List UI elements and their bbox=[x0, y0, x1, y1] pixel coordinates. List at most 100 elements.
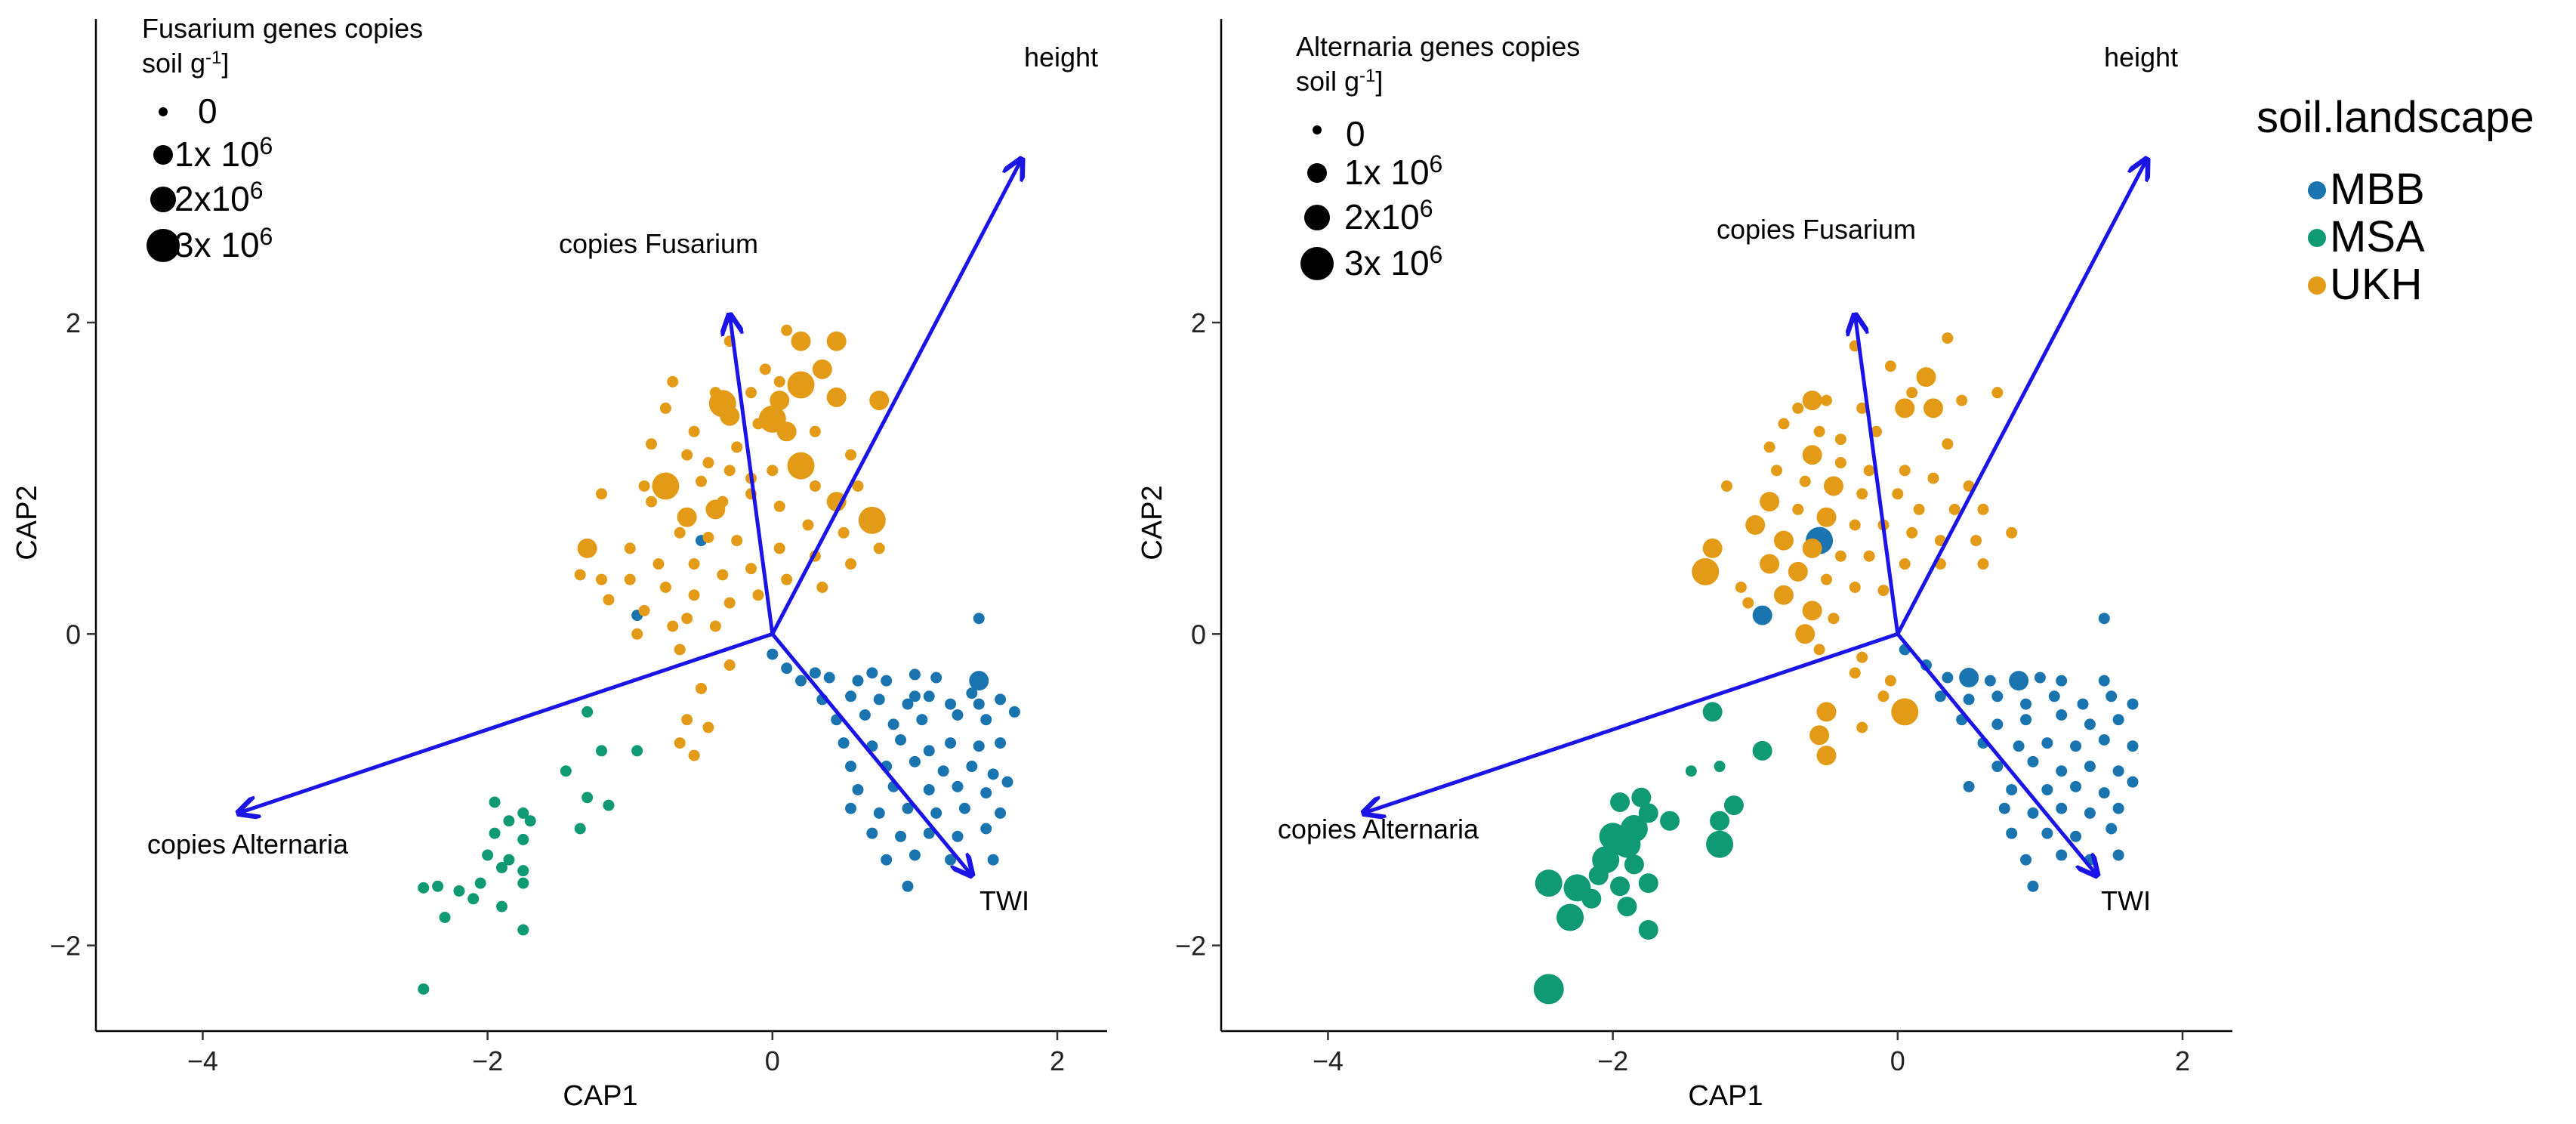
data-point-msa bbox=[517, 877, 529, 889]
size-legend-label-1: 1x 106 bbox=[174, 132, 273, 174]
data-point-ukh bbox=[702, 721, 714, 733]
data-point-ukh bbox=[1834, 434, 1846, 446]
data-point-ukh bbox=[1849, 519, 1861, 531]
data-point-mbb bbox=[2084, 718, 2096, 730]
data-point-ukh bbox=[1802, 601, 1822, 621]
data-point-mbb bbox=[2098, 787, 2110, 799]
data-point-msa bbox=[1556, 903, 1584, 931]
data-point-msa bbox=[1617, 897, 1637, 917]
x-tick-label: 2 bbox=[1050, 1045, 1065, 1076]
data-point-mbb bbox=[852, 675, 864, 687]
data-point-mbb bbox=[1008, 706, 1020, 718]
data-point-msa bbox=[1685, 765, 1697, 777]
size-legend-dot-1 bbox=[1307, 163, 1327, 183]
data-point-ukh bbox=[674, 526, 686, 539]
data-point-ukh bbox=[1745, 515, 1766, 535]
data-point-mbb bbox=[781, 662, 793, 675]
left-panel: CAP1 CAP2 Fusarium genes copies soil g-1… bbox=[11, 13, 1107, 1112]
data-point-ukh bbox=[702, 457, 714, 469]
axis-y-label: CAP2 bbox=[11, 485, 43, 560]
data-point-ukh bbox=[809, 425, 821, 437]
data-point-ukh bbox=[1884, 360, 1896, 372]
x-tick-label: 0 bbox=[765, 1045, 780, 1076]
data-point-ukh bbox=[1891, 698, 1919, 726]
data-point-ukh bbox=[1977, 503, 1989, 515]
data-point-ukh bbox=[759, 363, 771, 375]
data-point-msa bbox=[1714, 761, 1726, 773]
data-point-mbb bbox=[958, 802, 970, 814]
data-point-ukh bbox=[1802, 445, 1822, 465]
data-point-mbb bbox=[859, 709, 871, 721]
y-tick-label: −2 bbox=[1175, 931, 1206, 962]
data-point-ukh bbox=[1702, 538, 1723, 558]
data-point-ukh bbox=[802, 519, 814, 531]
data-point-mbb bbox=[887, 718, 899, 730]
data-point-mbb bbox=[2112, 849, 2124, 861]
data-point-ukh bbox=[1802, 538, 1822, 558]
data-point-ukh bbox=[773, 375, 785, 388]
data-point-msa bbox=[474, 877, 486, 889]
data-point-ukh bbox=[1788, 561, 1808, 582]
data-point-msa bbox=[1581, 888, 1602, 909]
data-point-mbb bbox=[823, 672, 835, 684]
data-point-ukh bbox=[1802, 391, 1822, 411]
data-point-ukh bbox=[1871, 425, 1883, 437]
data-point-ukh bbox=[1863, 465, 1875, 477]
size-legend-dot-0 bbox=[1313, 125, 1322, 134]
size-legend-title-line2: soil g-1] bbox=[142, 48, 229, 79]
data-point-ukh bbox=[787, 371, 815, 399]
data-point-mbb bbox=[923, 745, 935, 757]
data-point-mbb bbox=[2070, 740, 2082, 752]
size-legend: Alternaria genes copies soil g-1] 0 1x 1… bbox=[1296, 31, 1580, 283]
data-point-ukh bbox=[1956, 394, 1968, 406]
data-point-ukh bbox=[781, 573, 793, 585]
data-point-mbb bbox=[923, 783, 935, 795]
size-legend-label-0: 0 bbox=[1346, 114, 1365, 153]
y-tick-label: 2 bbox=[1191, 307, 1206, 338]
vector-label: TWI bbox=[2101, 885, 2151, 916]
data-point-ukh bbox=[1771, 465, 1783, 477]
y-tick-label: −2 bbox=[50, 931, 81, 962]
data-point-mbb bbox=[2056, 765, 2068, 777]
data-point-ukh bbox=[667, 375, 679, 388]
data-point-mbb bbox=[966, 761, 978, 773]
data-point-mbb bbox=[980, 714, 992, 726]
data-point-ukh bbox=[659, 581, 671, 593]
data-point-mbb bbox=[2056, 675, 2068, 687]
data-point-mbb bbox=[1752, 605, 1772, 625]
data-point-msa bbox=[517, 833, 529, 845]
data-point-mbb bbox=[2112, 765, 2124, 777]
data-point-ukh bbox=[776, 422, 797, 442]
data-point-mbb bbox=[2127, 698, 2139, 710]
data-point-ukh bbox=[1916, 367, 1936, 388]
data-point-msa bbox=[560, 765, 572, 777]
data-point-mbb bbox=[1991, 761, 2004, 773]
data-point-ukh bbox=[869, 391, 890, 411]
data-point-mbb bbox=[2056, 849, 2068, 861]
data-point-ukh bbox=[1799, 475, 1811, 487]
data-point-ukh bbox=[720, 406, 740, 426]
data-point-mbb bbox=[2070, 780, 2082, 792]
data-point-msa bbox=[495, 862, 507, 874]
size-legend-label-3: 3x 106 bbox=[174, 223, 273, 264]
data-point-msa bbox=[418, 882, 430, 894]
legend-label-msa: MSA bbox=[2330, 212, 2425, 261]
data-point-ukh bbox=[1813, 425, 1825, 437]
data-point-ukh bbox=[1813, 644, 1825, 656]
data-point-mbb bbox=[2048, 690, 2060, 702]
data-point-ukh bbox=[773, 542, 785, 554]
data-point-ukh bbox=[631, 628, 643, 640]
data-point-msa bbox=[489, 827, 501, 839]
data-point-mbb bbox=[2056, 802, 2068, 814]
data-point-ukh bbox=[646, 496, 658, 508]
data-point-ukh bbox=[709, 387, 721, 399]
data-point-mbb bbox=[2127, 740, 2139, 752]
data-point-mbb bbox=[2020, 714, 2032, 726]
axis-x-label: CAP1 bbox=[563, 1080, 637, 1112]
data-point-msa bbox=[1638, 873, 1658, 894]
data-point-msa bbox=[582, 706, 594, 718]
legend-label-mbb: MBB bbox=[2330, 165, 2425, 214]
legend-dot-ukh bbox=[2308, 276, 2326, 295]
data-point-ukh bbox=[1721, 480, 1732, 492]
data-point-mbb bbox=[952, 780, 964, 792]
